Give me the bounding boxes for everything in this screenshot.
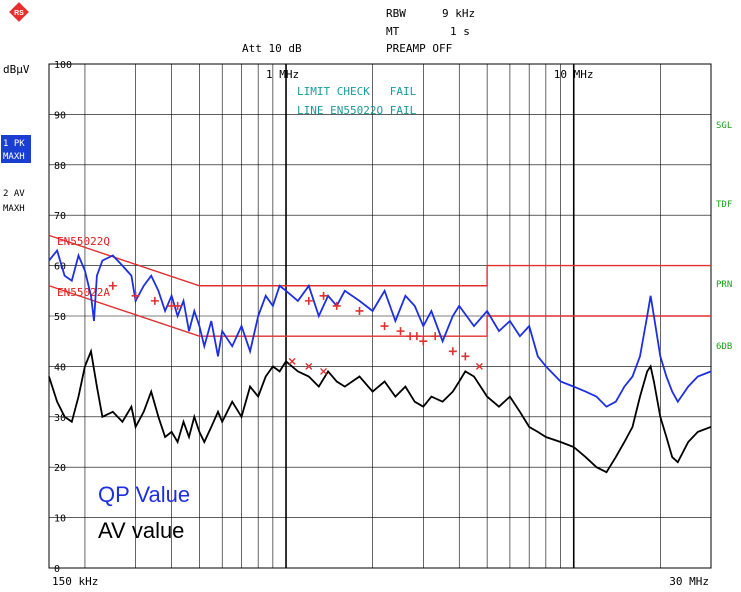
y-tick-label: 60 — [54, 262, 66, 273]
prn-indicator: PRN — [716, 280, 732, 290]
y-axis: 0 10 20 30 40 50 60 70 80 90 100 — [54, 60, 72, 575]
tdf-indicator: TDF — [716, 200, 732, 210]
y-tick-label: 100 — [54, 60, 72, 71]
limit-line-en55022q — [48, 234, 711, 287]
qp-marker — [332, 301, 341, 310]
x-tick-label: 10 MHz — [554, 68, 594, 81]
markers — [108, 281, 483, 375]
trace-pk — [48, 248, 712, 408]
qp-marker — [131, 291, 140, 300]
qp-marker — [461, 352, 470, 361]
qp-marker — [406, 332, 415, 341]
y-tick-label: 90 — [54, 110, 66, 121]
av-marker — [305, 362, 313, 370]
trace-2-mode: MAXH — [3, 204, 25, 214]
y-tick-label: 50 — [54, 312, 66, 323]
limit-label-av: EN55022A — [57, 286, 110, 299]
x-end-label: 30 MHz — [669, 575, 709, 588]
y-unit-label: dBµV — [3, 63, 30, 76]
qp-marker — [412, 332, 421, 341]
qp-marker — [355, 306, 364, 315]
x-tick-label: 1 MHz — [266, 68, 299, 81]
y-tick-label: 80 — [54, 161, 66, 172]
limit-label-qp: EN55022Q — [57, 235, 110, 248]
limit-line-en55022a — [48, 285, 711, 337]
limit-lines — [48, 234, 711, 337]
6db-indicator: 6DB — [716, 342, 732, 352]
sgl-indicator: SGL — [716, 121, 732, 131]
av-marker — [475, 362, 483, 370]
y-tick-label: 40 — [54, 362, 66, 373]
y-tick-label: 0 — [54, 564, 60, 575]
traces — [48, 248, 712, 474]
x-start-label: 150 kHz — [52, 575, 98, 588]
qp-marker — [304, 296, 313, 305]
av-marker — [320, 367, 328, 375]
y-tick-label: 70 — [54, 211, 66, 222]
qp-marker — [380, 322, 389, 331]
legend-av-value: AV value — [98, 518, 184, 543]
limit-line-status: LINE EN55022Q FAIL — [297, 104, 417, 117]
av-marker — [288, 357, 296, 365]
qp-marker — [448, 347, 457, 356]
limit-check-status: LIMIT CHECK FAIL — [297, 85, 417, 98]
trace-1-badge-bg — [1, 135, 31, 163]
mt-label: MT — [386, 25, 400, 38]
qp-marker — [108, 281, 117, 290]
trace-1-mode: MAXH — [3, 152, 25, 162]
qp-marker — [150, 296, 159, 305]
trace-2-label: 2 AV — [3, 189, 25, 199]
qp-marker — [419, 337, 428, 346]
svg-text:RS: RS — [14, 10, 24, 17]
att-readout: Att 10 dB — [242, 42, 302, 55]
y-tick-label: 30 — [54, 413, 66, 424]
trace-av — [48, 348, 712, 474]
preamp-readout: PREAMP OFF — [386, 42, 452, 55]
y-tick-label: 10 — [54, 514, 66, 525]
rbw-value: 9 kHz — [442, 7, 475, 20]
qp-marker — [431, 332, 440, 341]
rohde-schwarz-logo: RS — [9, 2, 29, 22]
legend-qp-value: QP Value — [98, 482, 190, 507]
trace-1-badge[interactable]: 1 PK MAXH — [1, 135, 31, 163]
mt-value: 1 s — [450, 25, 470, 38]
x-axis: 1 MHz 10 MHz — [266, 68, 593, 81]
qp-marker — [319, 291, 328, 300]
qp-marker — [173, 301, 182, 310]
trace-1-label: 1 PK — [3, 139, 25, 149]
qp-marker — [396, 327, 405, 336]
y-tick-label: 20 — [54, 463, 66, 474]
rbw-label: RBW — [386, 7, 406, 20]
